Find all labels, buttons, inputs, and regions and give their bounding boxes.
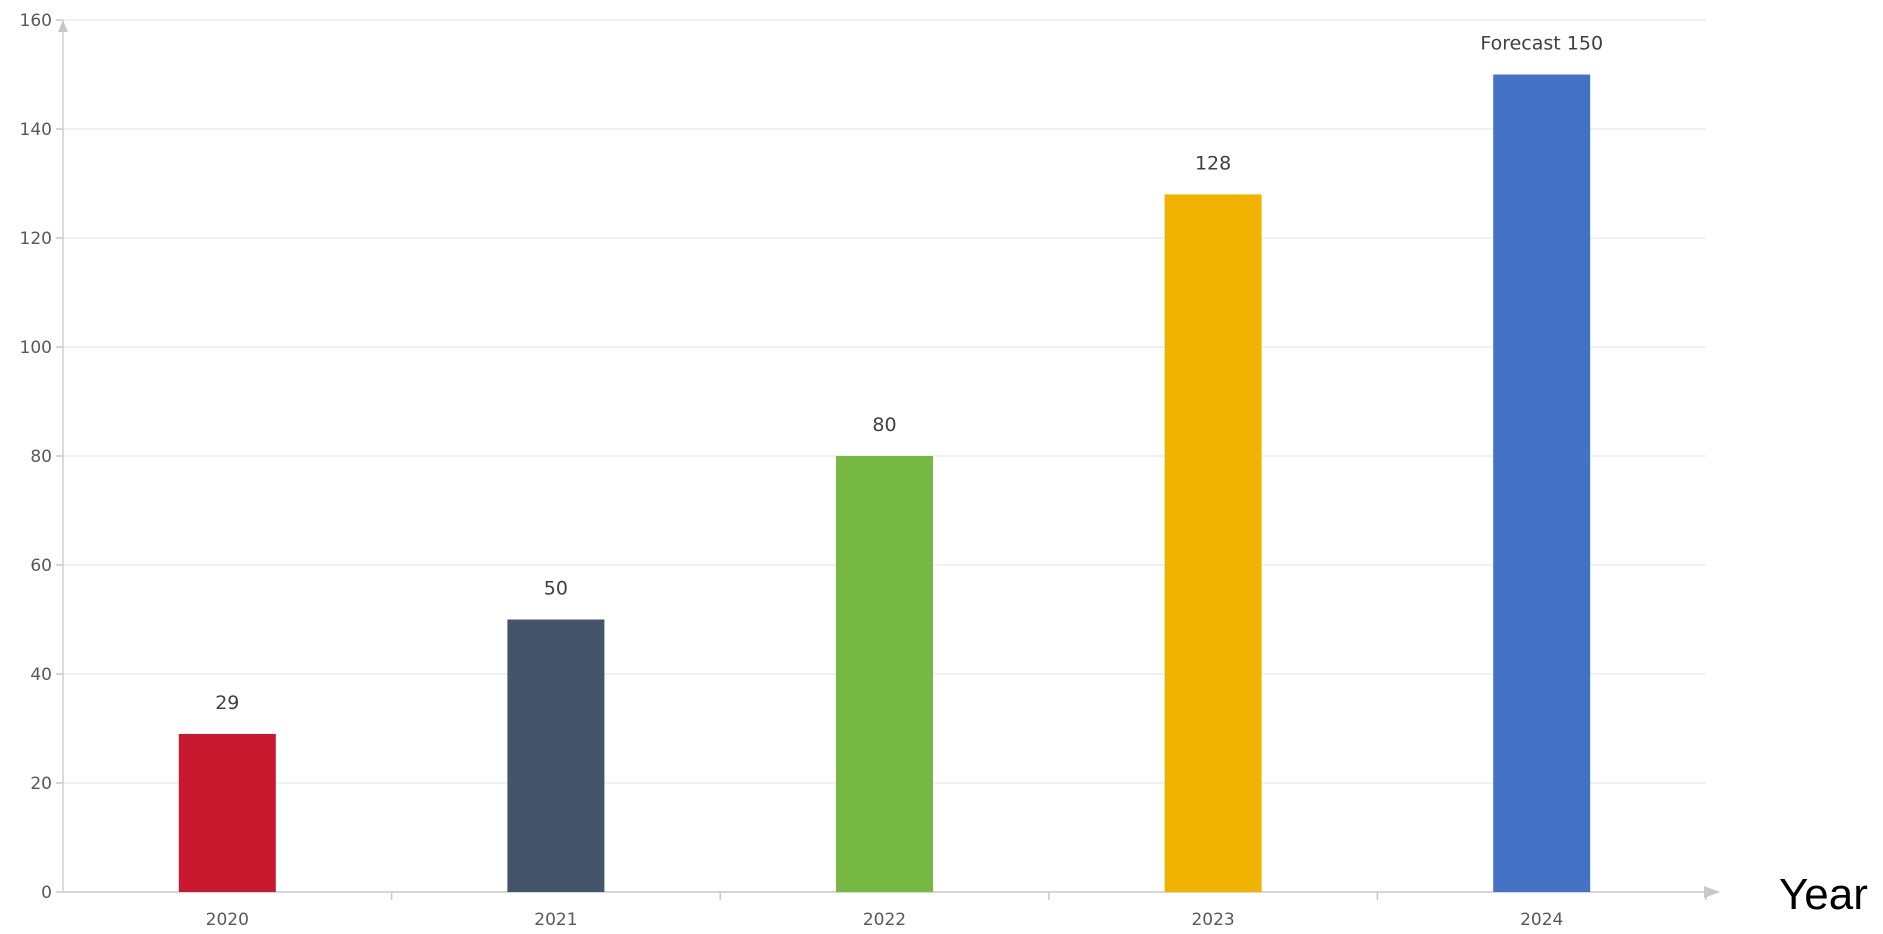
data-label: Forecast 150 <box>1480 33 1603 55</box>
y-tick-labels: 0 20 40 60 80 100 120 140 160 <box>20 11 63 903</box>
data-label: 29 <box>215 692 239 714</box>
y-tick-label: 80 <box>30 447 52 467</box>
x-tick-label: 2024 <box>1520 910 1563 930</box>
data-label: 128 <box>1195 152 1231 174</box>
bar-2020 <box>178 733 276 892</box>
data-labels: 29 50 80 128 Forecast 150 <box>215 33 1603 714</box>
bar-2024 <box>1493 74 1591 892</box>
bar-2023 <box>1164 194 1262 892</box>
x-tick-label: 2020 <box>206 910 249 930</box>
y-tick-label: 0 <box>41 883 52 903</box>
y-tick-label: 40 <box>30 665 52 685</box>
x-axis-title: Year <box>1779 870 1868 919</box>
x-tick-labels: 2020 2021 2022 2023 2024 <box>206 892 1707 930</box>
y-tick-label: 120 <box>20 229 52 249</box>
data-label: 50 <box>544 578 568 600</box>
x-tick-label: 2022 <box>863 910 906 930</box>
bars <box>178 74 1591 892</box>
y-tick-label: 140 <box>20 120 52 140</box>
bar-2021 <box>507 619 605 892</box>
y-tick-label: 160 <box>20 11 52 31</box>
x-tick-label: 2023 <box>1191 910 1234 930</box>
y-tick-label: 100 <box>20 338 52 358</box>
y-tick-label: 60 <box>30 556 52 576</box>
data-label: 80 <box>872 414 896 436</box>
y-tick-label: 20 <box>30 774 52 794</box>
x-axis-arrow-icon <box>1704 886 1720 898</box>
bar-2022 <box>836 456 933 892</box>
y-axis-arrow-icon <box>58 20 68 32</box>
x-tick-label: 2021 <box>534 910 577 930</box>
